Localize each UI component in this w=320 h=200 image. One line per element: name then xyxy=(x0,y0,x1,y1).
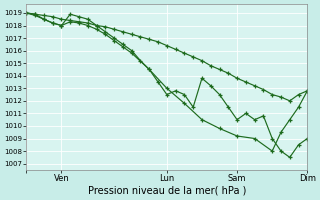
X-axis label: Pression niveau de la mer( hPa ): Pression niveau de la mer( hPa ) xyxy=(88,186,246,196)
